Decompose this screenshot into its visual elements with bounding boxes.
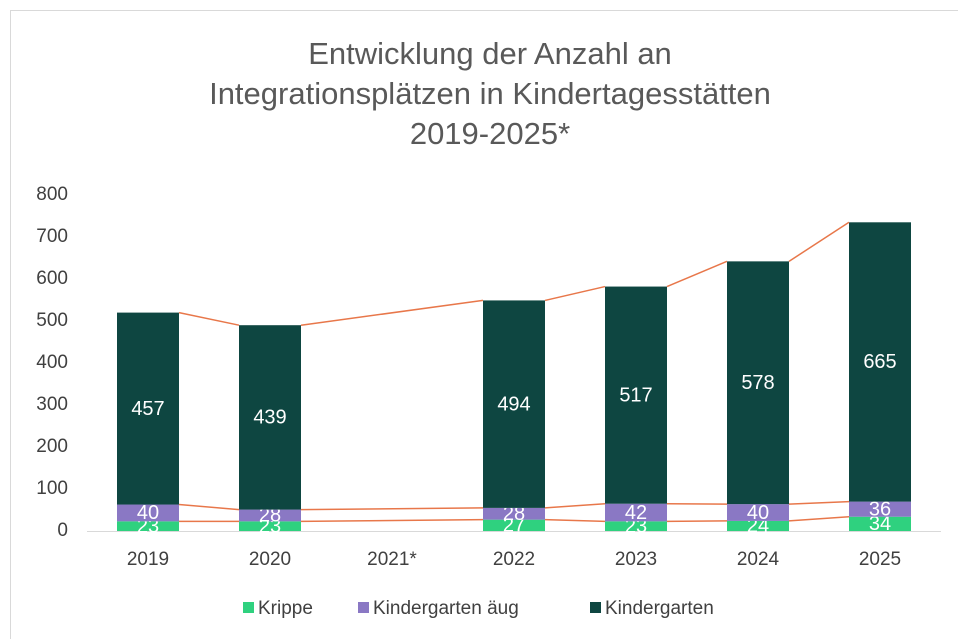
series-line: [178, 311, 240, 326]
legend-swatch: [358, 602, 369, 613]
data-label: 28: [259, 505, 281, 527]
legend-label: Krippe: [258, 598, 313, 619]
bar-segment: [117, 312, 179, 505]
chart-title: 2019-2025*: [410, 116, 570, 151]
data-label: 517: [619, 384, 652, 406]
series-line: [666, 260, 728, 288]
y-tick-label: 500: [36, 310, 68, 331]
data-label: 40: [137, 502, 159, 524]
bar-segment: [605, 521, 667, 531]
legend-label: Kindergarten äug: [373, 598, 519, 619]
y-tick-label: 100: [36, 478, 68, 499]
bar-segment: [727, 261, 789, 505]
series-line: [544, 518, 606, 523]
y-tick-label: 300: [36, 394, 68, 415]
data-label: 578: [741, 372, 774, 394]
bar-segment: [117, 504, 179, 522]
legend-swatch: [590, 602, 601, 613]
bar-segment: [605, 503, 667, 522]
bar-segment: [849, 222, 911, 502]
x-tick-label: 2020: [249, 549, 291, 570]
series-line: [178, 503, 240, 511]
chart-frame: [10, 10, 958, 639]
bar-segment: [727, 520, 789, 531]
y-tick-label: 800: [36, 184, 68, 205]
y-tick-label: 700: [36, 226, 68, 247]
series-line: [544, 285, 606, 302]
data-label: 27: [503, 515, 525, 537]
y-tick-label: 600: [36, 268, 68, 289]
series-line: [300, 299, 484, 326]
data-label: 494: [497, 393, 530, 415]
bar-segment: [483, 300, 545, 508]
chart-title: Entwicklung der Anzahl an: [308, 36, 672, 71]
series-line: [544, 502, 606, 509]
data-label: 665: [863, 351, 896, 373]
legend-label: Kindergarten: [605, 598, 714, 619]
bar-segment: [239, 509, 301, 522]
bar-segment: [727, 504, 789, 521]
bar-segment: [605, 286, 667, 504]
data-label: 439: [253, 407, 286, 429]
x-tick-label: 2021*: [367, 549, 417, 570]
legend-swatch: [243, 602, 254, 613]
bar-segment: [849, 516, 911, 531]
series-line: [300, 507, 484, 511]
x-tick-label: 2023: [615, 549, 657, 570]
bar-segment: [117, 521, 179, 531]
chart-title: Integrationsplätzen in Kindertagesstätte…: [209, 76, 771, 111]
series-line: [300, 518, 484, 523]
y-tick-label: 0: [57, 520, 68, 541]
data-label: 457: [131, 398, 164, 420]
bar-segment: [849, 501, 911, 517]
data-label: 42: [625, 502, 647, 524]
bar-segment: [239, 325, 301, 510]
x-tick-label: 2019: [127, 549, 169, 570]
data-label: 34: [869, 513, 891, 535]
data-label: 40: [747, 502, 769, 524]
x-tick-label: 2025: [859, 549, 901, 570]
y-tick-label: 400: [36, 352, 68, 373]
data-label: 36: [869, 498, 891, 520]
series-line: [788, 515, 850, 522]
x-tick-label: 2022: [493, 549, 535, 570]
bar-segment: [239, 521, 301, 531]
data-label: 28: [503, 503, 525, 525]
bar-segment: [483, 507, 545, 520]
x-tick-label: 2024: [737, 549, 780, 570]
y-tick-label: 200: [36, 436, 68, 457]
bar-segment: [483, 519, 545, 531]
series-line: [788, 221, 850, 262]
series-line: [788, 500, 850, 505]
